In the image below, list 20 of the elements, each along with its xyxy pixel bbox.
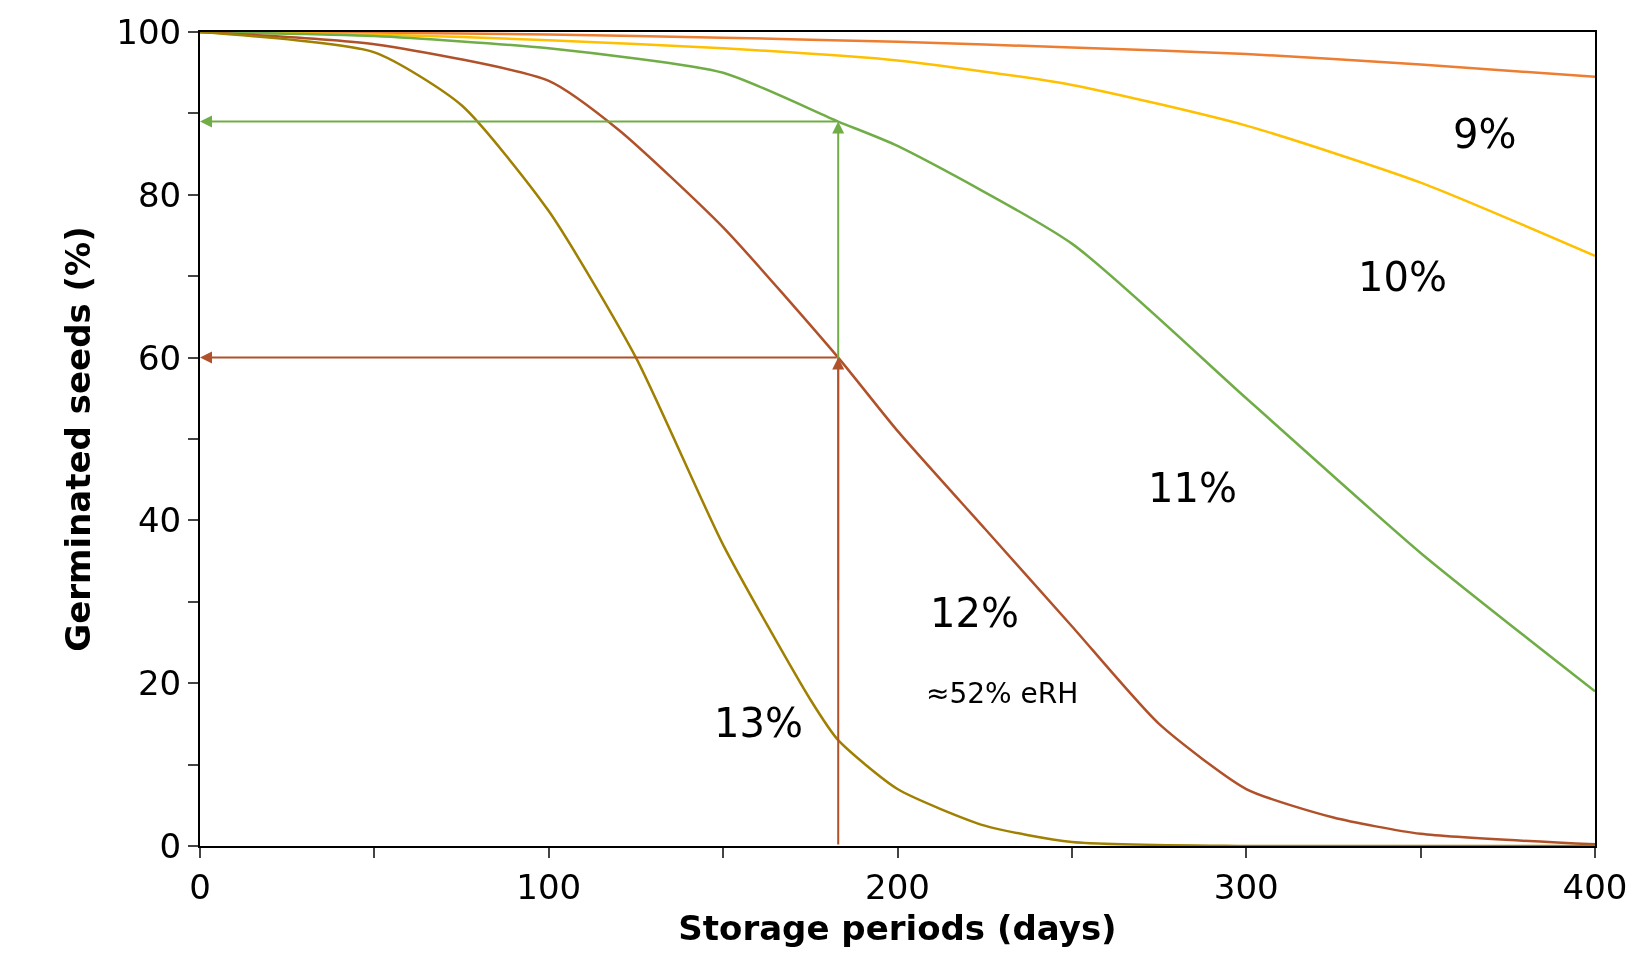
line-series: [200, 32, 1595, 846]
annotation: ≈52% eRH: [926, 677, 1079, 710]
x-tick-label: 200: [865, 866, 930, 907]
y-tick-label: 80: [137, 174, 182, 215]
x-tick-label: 100: [516, 866, 582, 907]
series-label: 10%: [1358, 254, 1447, 300]
series-label: 12%: [930, 590, 1019, 636]
x-tick-label: 300: [1213, 866, 1279, 907]
series-label: 9%: [1453, 111, 1517, 157]
series-label: 11%: [1148, 465, 1237, 511]
x-tick-label: 0: [189, 866, 211, 907]
x-tick-label: 400: [1562, 866, 1628, 907]
y-tick-label: 20: [137, 663, 182, 704]
y-tick-label: 40: [137, 500, 182, 541]
y-tick-label: 60: [137, 337, 182, 378]
x-axis-title: Storage periods (days): [678, 907, 1117, 948]
y-tick-label: 0: [159, 825, 182, 866]
series-label: 13%: [714, 700, 803, 746]
y-axis-title: Germinated seeds (%): [58, 226, 99, 652]
y-tick-label: 100: [116, 11, 182, 52]
